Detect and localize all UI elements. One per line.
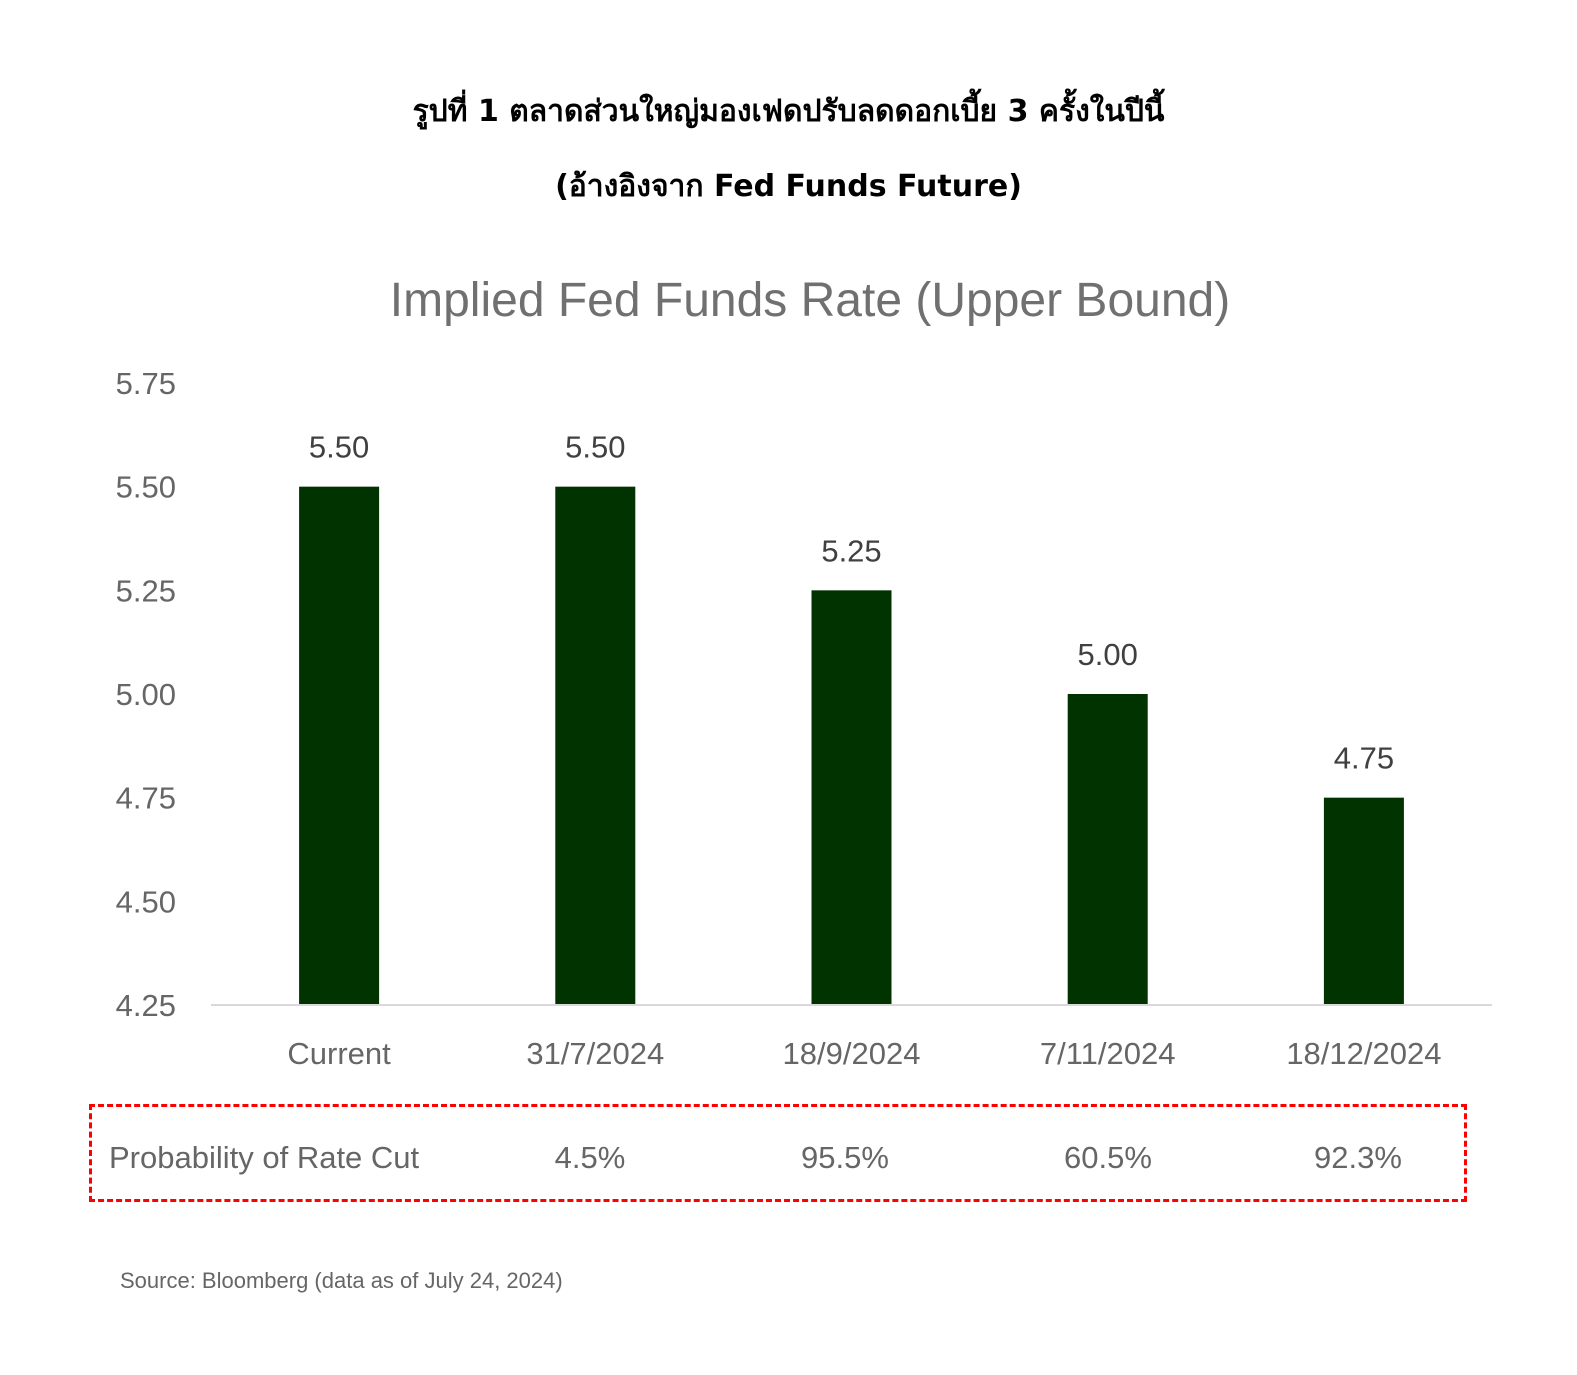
data-label: 5.00 [1078,637,1138,672]
data-label: 5.50 [565,430,625,465]
figure-subheading: (อ้างอิงจาก Fed Funds Future) [555,169,1022,204]
bar-chart: Implied Fed Funds Rate (Upper Bound) 4.2… [116,274,1492,1071]
y-tick-label: 5.50 [116,470,176,505]
bar [1067,694,1148,1005]
y-tick-label: 5.00 [116,677,176,712]
x-tick-label: 18/12/2024 [1286,1036,1441,1071]
y-tick-label: 4.25 [116,988,176,1023]
data-label: 5.25 [821,533,881,568]
probability-label: Probability of Rate Cut [109,1140,420,1175]
data-label: 5.50 [309,430,369,465]
y-tick-label: 5.75 [116,366,176,401]
bar [555,486,636,1006]
probability-value: 92.3% [1314,1140,1402,1175]
data-label: 4.75 [1334,741,1394,776]
bar-series: 5.50 5.50 5.25 5.00 4.75 [299,430,1404,1006]
x-tick-label: 31/7/2024 [526,1036,664,1071]
x-tick-label: 18/9/2024 [783,1036,921,1071]
source-note: Source: Bloomberg (data as of July 24, 2… [120,1268,563,1293]
y-tick-label: 4.50 [116,884,176,919]
probability-value: 95.5% [801,1140,889,1175]
probability-value: 60.5% [1064,1140,1152,1175]
x-tick-label: 7/11/2024 [1040,1036,1176,1071]
y-axis: 4.25 4.50 4.75 5.00 5.25 5.50 5.75 [116,366,176,1023]
chart-title: Implied Fed Funds Rate (Upper Bound) [390,274,1230,327]
y-tick-label: 4.75 [116,781,176,816]
probability-box [89,1104,1467,1202]
bar [1323,797,1404,1005]
x-tick-label: Current [287,1036,391,1071]
figure-heading: รูปที่ 1 ตลาดส่วนใหญ่มองเฟดปรับลดดอกเบี้… [412,94,1165,129]
bar [299,486,380,1006]
bar [811,590,892,1005]
probability-value: 4.5% [554,1140,626,1175]
x-axis: Current 31/7/2024 18/9/2024 7/11/2024 18/12/… [287,1036,1441,1071]
y-tick-label: 5.25 [116,573,176,608]
